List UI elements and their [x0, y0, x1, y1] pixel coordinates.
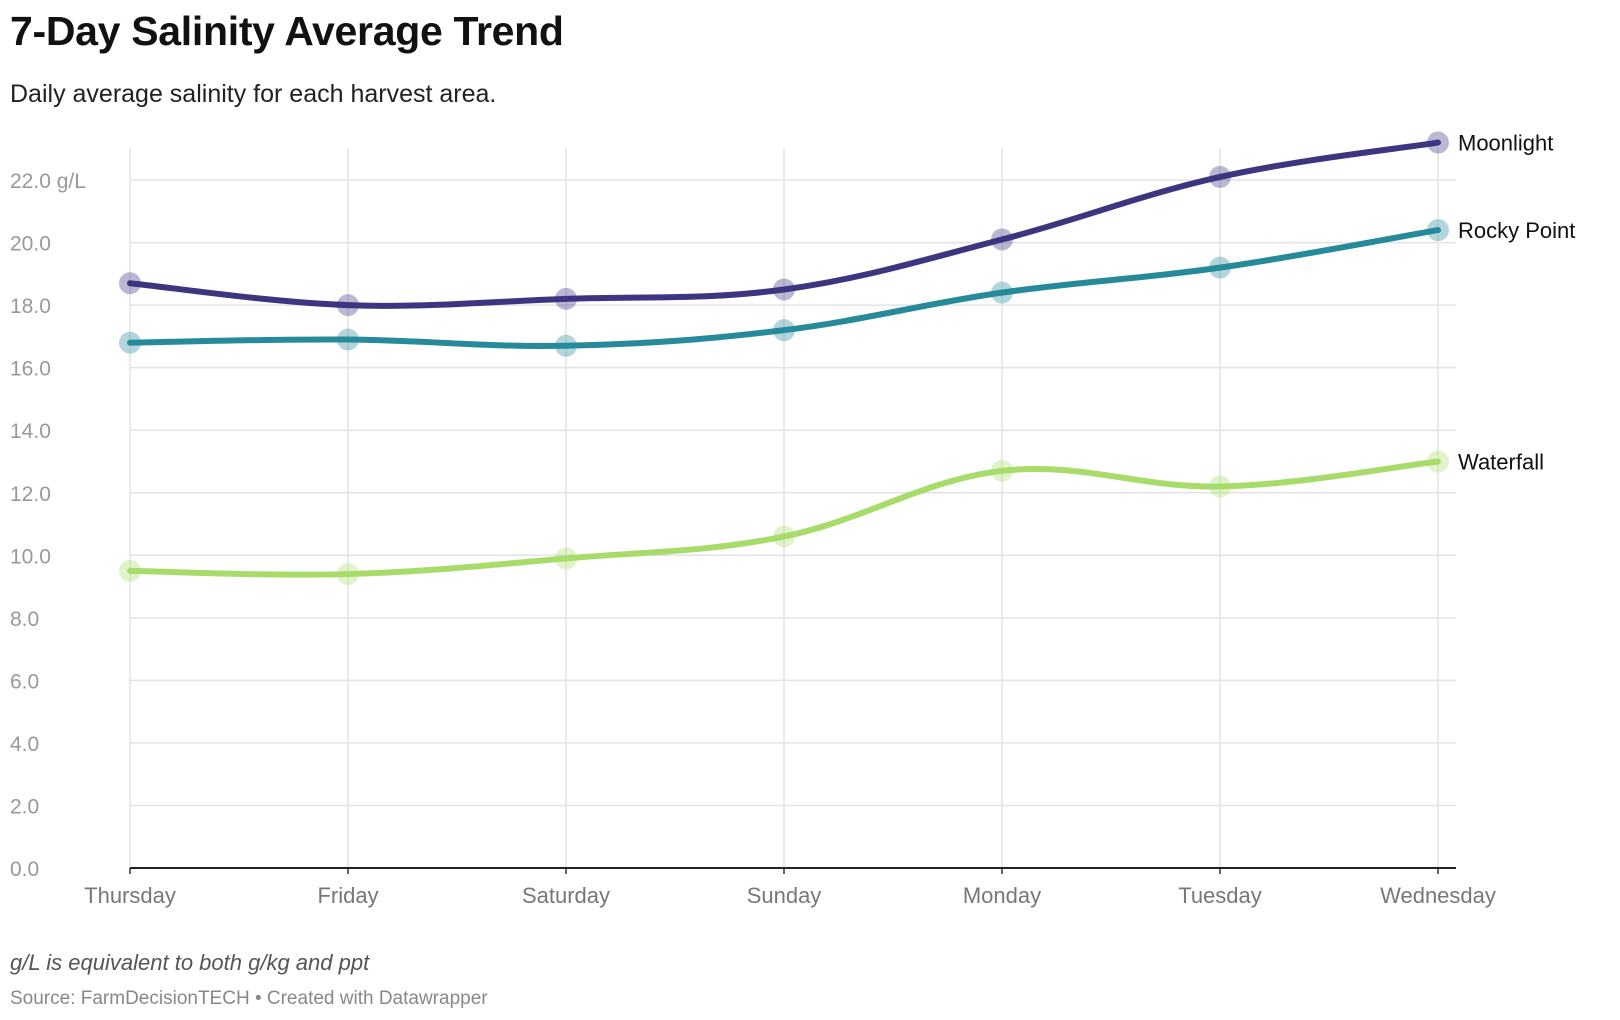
y-tick-label: 10.0 — [10, 545, 51, 568]
y-tick-label: 4.0 — [10, 733, 39, 756]
y-tick-label: 16.0 — [10, 358, 51, 381]
y-axis-ticks: 0.0 2.0 4.0 6.0 8.0 10.0 12.0 14.0 16.0 18.0 20.0 2… — [10, 170, 86, 881]
x-tick-label: Wednesday — [1380, 883, 1496, 908]
series-moonlight — [119, 131, 1449, 317]
x-axis-ticks: Thursday Friday Saturday Sunday Monday Tuesda… — [84, 868, 1496, 908]
series-line — [127, 227, 1441, 350]
y-tick-label: 20.0 — [10, 233, 51, 256]
y-tick-label: 22.0 g/L — [10, 170, 86, 193]
series-rocky-point — [119, 219, 1449, 357]
chart-subtitle: Daily average salinity for each harvest … — [10, 80, 497, 108]
series-label: Moonlight — [1458, 131, 1553, 156]
y-tick-label: 12.0 — [10, 483, 51, 506]
x-tick-label: Sunday — [747, 883, 822, 908]
series-lines — [119, 131, 1449, 586]
series-line — [127, 139, 1441, 309]
chart-notes: g/L is equivalent to both g/kg and ppt — [10, 950, 370, 975]
series-labels: Moonlight Rocky Point Waterfall — [1458, 131, 1575, 475]
chart-source: Source: FarmDecisionTECH • Created with … — [10, 988, 488, 1009]
x-tick-label: Saturday — [522, 883, 610, 908]
series-line — [127, 458, 1441, 578]
chart-title: 7-Day Salinity Average Trend — [10, 8, 564, 54]
grid-lines — [129, 148, 1456, 868]
x-tick-label: Friday — [317, 883, 378, 908]
series-label: Waterfall — [1458, 449, 1544, 474]
y-tick-label: 0.0 — [10, 858, 39, 881]
y-tick-label: 2.0 — [10, 795, 39, 818]
x-tick-label: Thursday — [84, 883, 176, 908]
series-label: Rocky Point — [1458, 218, 1575, 243]
y-tick-label: 8.0 — [10, 608, 39, 631]
x-tick-label: Monday — [963, 883, 1041, 908]
y-tick-label: 6.0 — [10, 670, 39, 693]
series-waterfall — [119, 450, 1449, 586]
x-tick-label: Tuesday — [1178, 883, 1262, 908]
y-tick-label: 18.0 — [10, 295, 51, 318]
y-tick-label: 14.0 — [10, 420, 51, 443]
